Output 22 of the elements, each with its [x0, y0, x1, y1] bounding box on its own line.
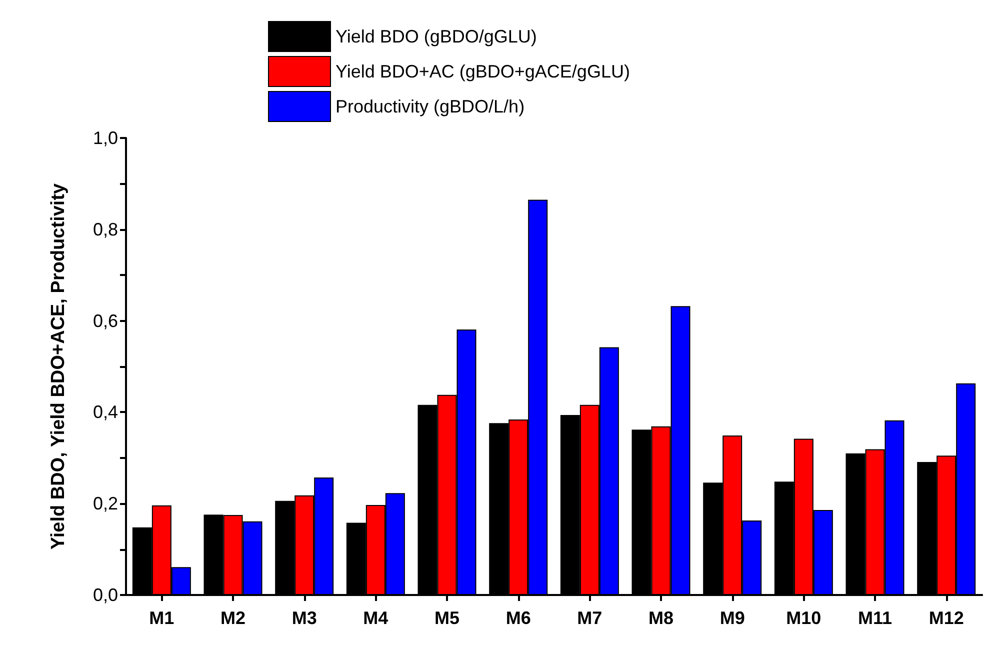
x-tick-label: M12	[928, 608, 964, 628]
x-tick-label: M8	[648, 608, 674, 628]
y-tick-label: 0,2	[92, 494, 118, 514]
x-tick-label: M4	[363, 608, 388, 628]
x-tick-label: M6	[506, 608, 531, 628]
x-tick-label: M3	[292, 608, 317, 628]
legend-label: Productivity (gBDO/L/h)	[336, 96, 525, 116]
y-tick-label: 0,0	[92, 585, 118, 605]
x-tick-label: M5	[434, 608, 460, 628]
x-tick-label: M10	[786, 608, 822, 628]
y-tick-label: 0,8	[92, 219, 118, 240]
legend-label: Yield BDO+AC (gBDO+gACE/gGLU)	[336, 62, 630, 82]
x-tick-label: M7	[577, 608, 602, 628]
x-tick-label: M1	[149, 608, 174, 628]
legend-label: Yield BDO (gBDO/gGLU)	[336, 26, 537, 46]
y-tick-label: 0,6	[92, 310, 118, 331]
x-tick-label: M11	[858, 608, 892, 628]
y-axis-title: Yield BDO, Yield BDO+ACE, Productivity	[48, 182, 69, 550]
x-tick-label: M9	[720, 608, 745, 628]
y-tick-label: 0,4	[92, 402, 118, 422]
x-tick-label: M2	[220, 608, 246, 628]
y-tick-label: 1,0	[92, 128, 118, 148]
